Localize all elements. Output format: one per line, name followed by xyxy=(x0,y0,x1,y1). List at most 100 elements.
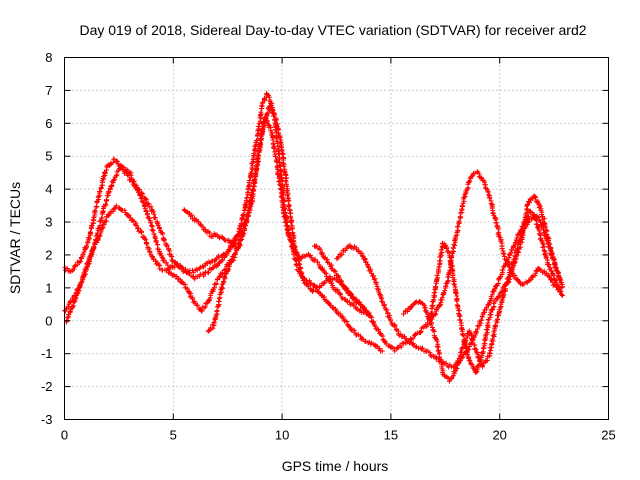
y-tick-label: 1 xyxy=(45,280,52,295)
data-point xyxy=(379,348,385,354)
data-point xyxy=(372,276,378,282)
data-point xyxy=(129,179,135,185)
data-point xyxy=(364,309,370,315)
data-point xyxy=(110,160,116,166)
data-point xyxy=(556,284,562,290)
x-tick-label: 10 xyxy=(275,428,289,443)
data-point xyxy=(155,260,161,266)
series-trace-d xyxy=(181,207,243,252)
data-point xyxy=(373,281,379,287)
data-point xyxy=(277,134,283,140)
data-point xyxy=(332,269,338,275)
data-point xyxy=(261,124,267,130)
data-point xyxy=(422,305,428,311)
data-point xyxy=(301,275,307,281)
data-point xyxy=(136,186,142,192)
data-point xyxy=(452,242,458,248)
data-point xyxy=(557,289,563,295)
data-point xyxy=(417,299,423,305)
data-point xyxy=(552,262,558,268)
data-point xyxy=(320,267,326,273)
data-point xyxy=(222,275,228,281)
data-point xyxy=(438,252,444,258)
data-point xyxy=(524,202,530,208)
data-point xyxy=(477,357,483,363)
y-tick-label: -2 xyxy=(41,379,53,394)
data-point xyxy=(432,287,438,293)
data-point xyxy=(471,334,477,340)
data-point xyxy=(433,335,439,341)
data-point xyxy=(71,266,77,272)
data-point xyxy=(87,236,93,242)
data-point xyxy=(428,321,434,327)
data-point xyxy=(552,277,558,283)
data-point xyxy=(478,317,484,323)
data-point xyxy=(221,279,227,285)
data-point xyxy=(232,254,238,260)
data-point xyxy=(465,352,471,358)
data-point xyxy=(210,234,216,240)
series-trace-h xyxy=(401,212,563,384)
data-point xyxy=(338,279,344,285)
data-point xyxy=(88,229,94,235)
data-point xyxy=(437,356,443,362)
data-point xyxy=(165,262,171,268)
data-point xyxy=(258,109,264,115)
series-trace-g xyxy=(312,169,565,354)
data-point xyxy=(289,226,295,232)
data-point xyxy=(377,345,383,351)
data-point xyxy=(103,201,109,207)
data-point xyxy=(474,326,480,332)
data-point xyxy=(537,203,543,209)
data-point xyxy=(418,346,424,352)
data-point xyxy=(388,318,394,324)
data-point xyxy=(179,279,185,285)
data-point xyxy=(201,273,207,279)
data-point xyxy=(444,245,450,251)
data-point xyxy=(257,112,263,118)
data-point xyxy=(455,305,461,311)
y-tick-label: 7 xyxy=(45,83,52,98)
data-point xyxy=(437,303,443,309)
data-point xyxy=(251,183,257,189)
data-point xyxy=(279,151,285,157)
data-point xyxy=(150,227,156,233)
data-point xyxy=(288,215,294,221)
data-point xyxy=(495,231,501,237)
data-point xyxy=(378,295,384,301)
data-point xyxy=(97,218,103,224)
data-point xyxy=(533,268,539,274)
data-point xyxy=(543,254,549,260)
data-point xyxy=(250,191,256,197)
data-point xyxy=(212,315,218,321)
data-point xyxy=(189,212,195,218)
data-point xyxy=(488,348,494,354)
data-point xyxy=(457,317,463,323)
data-point xyxy=(254,157,260,163)
x-axis-label: GPS time / hours xyxy=(282,458,389,474)
data-point xyxy=(526,218,532,224)
data-point xyxy=(548,245,554,251)
data-point xyxy=(139,190,145,196)
data-point xyxy=(410,335,416,341)
data-point xyxy=(513,253,519,259)
data-point xyxy=(514,252,520,258)
data-point xyxy=(557,276,563,282)
data-point xyxy=(505,279,511,285)
data-point xyxy=(148,204,154,210)
data-point xyxy=(353,296,359,302)
data-point xyxy=(467,330,473,336)
data-point xyxy=(286,202,292,208)
data-point xyxy=(327,274,333,280)
series-trace-c xyxy=(63,114,385,354)
data-point xyxy=(518,244,524,250)
data-point xyxy=(199,308,205,314)
data-point xyxy=(487,195,493,201)
data-point xyxy=(475,363,481,369)
axis-ticks: 0 5 10 15 20 25 -3 -2 -1 0 1 2 3 4 5 6 7 8 xyxy=(41,50,616,443)
y-tick-label: 2 xyxy=(45,247,52,262)
data-point xyxy=(152,215,158,221)
data-point xyxy=(255,152,261,158)
data-point xyxy=(434,338,440,344)
data-points xyxy=(62,90,565,384)
